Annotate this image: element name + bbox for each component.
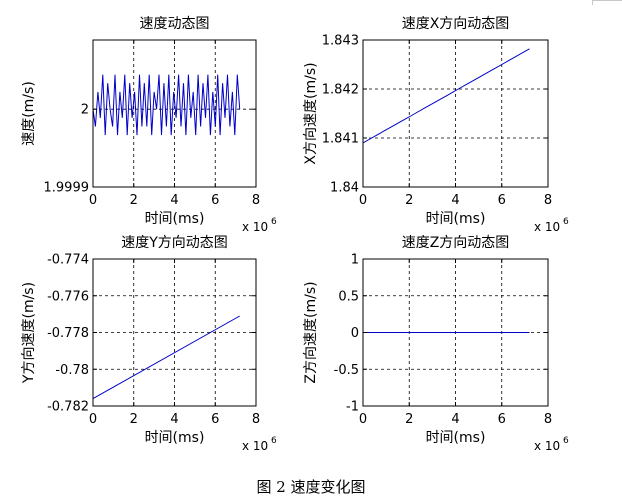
x-tick-label: 0 [89,412,97,427]
x-tick-label: 8 [544,412,552,427]
y-tick-label: -0.78 [55,363,89,378]
x-axis-exponent-power: 6 [563,436,569,446]
x-tick-label: 0 [89,193,97,208]
subplot-3: 0 2 4 6 8 -0.782 -0.78 -0.778 -0.776 -0.774 速度Y方向动… [21,235,277,453]
x-tick-label: 8 [252,412,260,427]
x-tick-label: 6 [211,412,219,427]
y-tick-label: 0.5 [338,289,359,304]
x-axis-label: 时间(ms) [145,211,205,227]
x-axis-exponent: x 10 [534,220,560,234]
x-tick-label: 0 [359,412,367,427]
y-tick-label: 0 [351,326,359,341]
x-tick-label: 8 [252,193,260,208]
x-tick-label: 4 [451,412,459,427]
y-tick-label: 1.843 [322,34,359,49]
y-axis-label: Z方向速度(m/s) [303,281,319,383]
x-axis-exponent: x 10 [534,439,560,453]
x-axis-label: 时间(ms) [426,211,486,227]
chart-title: 速度Y方向动态图 [121,235,228,251]
y-tick-label: 1.842 [322,83,359,98]
x-axis-exponent-power: 6 [271,436,277,446]
y-axis-label: 速度(m/s) [21,81,37,146]
x-axis-label: 时间(ms) [426,430,486,446]
x-tick-label: 2 [130,193,138,208]
y-tick-label: 2 [81,103,89,118]
y-tick-label: 1.9999 [44,181,90,196]
y-tick-label: 1.84 [330,181,359,196]
x-tick-label: 4 [170,412,178,427]
y-tick-label: 1 [351,253,359,268]
x-tick-label: 0 [359,193,367,208]
x-axis-exponent: x 10 [242,439,268,453]
y-tick-label: 1.841 [322,132,359,147]
chart-title: 速度X方向动态图 [402,16,510,32]
y-axis-label: X方向速度(m/s) [303,62,319,164]
series-line [362,48,530,144]
x-tick-label: 6 [211,193,219,208]
y-tick-label: -1 [346,400,359,415]
x-tick-label: 2 [405,412,413,427]
x-axis-exponent-power: 6 [563,217,569,227]
y-tick-label: -0.776 [47,289,89,304]
x-tick-label: 2 [130,412,138,427]
y-axis-label: Y方向速度(m/s) [21,282,37,384]
y-tick-label: -0.774 [47,253,89,268]
figure-caption: 图 2 速度变化图 [256,478,366,496]
series-line [92,74,241,136]
x-tick-label: 6 [498,412,506,427]
x-axis-exponent: x 10 [242,220,268,234]
x-axis-label: 时间(ms) [145,430,205,446]
x-tick-label: 2 [405,193,413,208]
x-tick-label: 4 [170,193,178,208]
x-tick-label: 4 [451,193,459,208]
y-tick-label: -0.5 [334,363,359,378]
chart-title: 速度Z方向动态图 [402,235,510,251]
y-tick-label: -0.778 [47,326,89,341]
chart-title: 速度动态图 [140,16,210,32]
x-tick-label: 6 [498,193,506,208]
series-line [92,315,240,400]
y-tick-label: -0.782 [47,400,89,415]
x-axis-exponent-power: 6 [271,217,277,227]
x-tick-label: 8 [544,193,552,208]
